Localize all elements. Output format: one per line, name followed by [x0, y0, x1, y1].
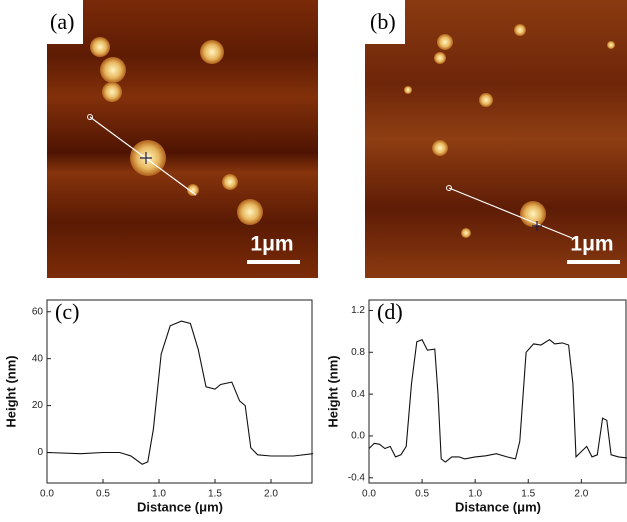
panel-label: (d): [377, 299, 403, 324]
y-tick-label: 0.8: [351, 347, 365, 358]
y-axis-title: Height (nm): [325, 355, 340, 427]
y-tick-label: 0.0: [351, 431, 365, 442]
x-tick-label: 1.0: [468, 489, 482, 500]
y-tick-label: 0: [37, 447, 43, 458]
x-axis-title: Distance (μm): [137, 499, 223, 514]
y-tick-label: 1.2: [351, 305, 365, 316]
scale-bar-label: 1μm: [570, 233, 613, 256]
y-tick-label: 60: [32, 306, 44, 317]
afm-image-b: (b) 1μm: [365, 0, 627, 278]
x-tick-label: 0.5: [415, 489, 429, 500]
x-tick-label: 1.5: [208, 489, 222, 500]
x-tick-label: 1.0: [152, 489, 166, 500]
y-tick-label: 0.4: [351, 389, 365, 400]
x-tick-label: 2.0: [574, 489, 588, 500]
profile-line: [46, 320, 314, 465]
y-tick-label: 40: [32, 353, 44, 364]
x-tick-label: 0.0: [40, 489, 54, 500]
profile-line: [368, 339, 627, 463]
y-axis-title: Height (nm): [3, 355, 18, 427]
panel-label: (b): [370, 9, 396, 34]
x-axis-title: Distance (μm): [455, 499, 541, 514]
panel-label: (a): [50, 9, 74, 34]
afm-image-a: (a) 1μm: [47, 0, 318, 278]
panel-label: (c): [55, 299, 79, 324]
plot-frame: [368, 299, 627, 484]
x-tick-label: 0.0: [362, 489, 376, 500]
x-tick-label: 0.5: [96, 489, 110, 500]
plot-frame: [46, 299, 313, 484]
x-tick-label: 2.0: [264, 489, 278, 500]
x-tick-label: 1.5: [521, 489, 535, 500]
scale-bar-label: 1μm: [250, 233, 293, 256]
y-tick-label: 20: [32, 400, 44, 411]
y-tick-label: -0.4: [348, 472, 366, 483]
